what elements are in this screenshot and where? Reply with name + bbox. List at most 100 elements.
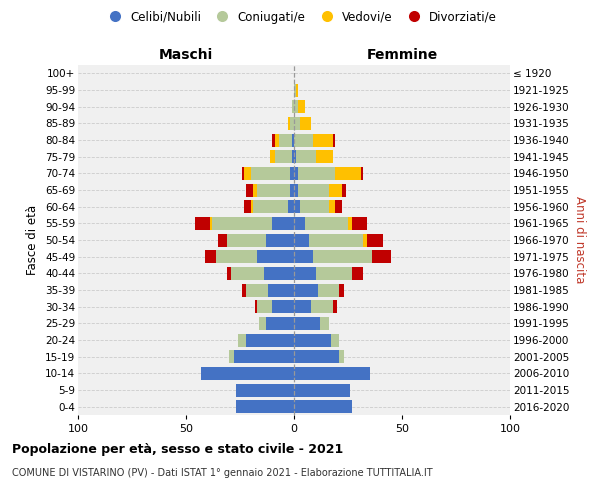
- Bar: [294, 334, 331, 346]
- Bar: [205, 250, 216, 263]
- Bar: [320, 317, 329, 330]
- Bar: [238, 334, 247, 346]
- Bar: [329, 200, 335, 213]
- Bar: [275, 134, 279, 146]
- Bar: [253, 200, 287, 213]
- Bar: [294, 150, 296, 163]
- Bar: [372, 250, 391, 263]
- Bar: [329, 184, 341, 196]
- Bar: [294, 117, 301, 130]
- Bar: [294, 234, 309, 246]
- Bar: [244, 167, 251, 180]
- Bar: [247, 334, 294, 346]
- Bar: [272, 300, 294, 313]
- Bar: [247, 184, 253, 196]
- Bar: [236, 400, 294, 413]
- Bar: [301, 117, 311, 130]
- Bar: [216, 250, 257, 263]
- Bar: [313, 250, 372, 263]
- Bar: [259, 317, 266, 330]
- Bar: [294, 384, 350, 396]
- Bar: [290, 167, 294, 180]
- Bar: [348, 217, 352, 230]
- Bar: [247, 284, 268, 296]
- Bar: [352, 217, 367, 230]
- Bar: [331, 334, 340, 346]
- Bar: [227, 234, 266, 246]
- Bar: [232, 267, 264, 280]
- Bar: [268, 284, 294, 296]
- Bar: [294, 84, 296, 96]
- Y-axis label: Fasce di età: Fasce di età: [26, 205, 40, 275]
- Bar: [227, 267, 232, 280]
- Bar: [251, 200, 253, 213]
- Bar: [313, 134, 333, 146]
- Bar: [255, 300, 257, 313]
- Bar: [244, 200, 251, 213]
- Text: Femmine: Femmine: [367, 48, 437, 62]
- Bar: [294, 300, 311, 313]
- Bar: [294, 367, 370, 380]
- Bar: [335, 167, 361, 180]
- Bar: [298, 167, 335, 180]
- Bar: [367, 234, 383, 246]
- Bar: [290, 184, 294, 196]
- Text: Maschi: Maschi: [159, 48, 213, 62]
- Bar: [294, 284, 318, 296]
- Bar: [292, 134, 294, 146]
- Bar: [257, 250, 294, 263]
- Text: COMUNE DI VISTARINO (PV) - Dati ISTAT 1° gennaio 2021 - Elaborazione TUTTITALIA.: COMUNE DI VISTARINO (PV) - Dati ISTAT 1°…: [12, 468, 433, 477]
- Text: Popolazione per età, sesso e stato civile - 2021: Popolazione per età, sesso e stato civil…: [12, 442, 343, 456]
- Bar: [294, 217, 305, 230]
- Bar: [270, 150, 275, 163]
- Bar: [298, 100, 305, 113]
- Bar: [333, 134, 335, 146]
- Bar: [201, 367, 294, 380]
- Bar: [333, 300, 337, 313]
- Bar: [264, 267, 294, 280]
- Bar: [316, 267, 352, 280]
- Bar: [335, 200, 341, 213]
- Bar: [311, 300, 333, 313]
- Bar: [218, 234, 227, 246]
- Bar: [363, 234, 367, 246]
- Bar: [275, 150, 292, 163]
- Bar: [294, 400, 352, 413]
- Bar: [294, 350, 340, 363]
- Bar: [316, 150, 333, 163]
- Bar: [305, 217, 348, 230]
- Bar: [294, 100, 298, 113]
- Bar: [287, 200, 294, 213]
- Bar: [212, 217, 272, 230]
- Legend: Celibi/Nubili, Coniugati/e, Vedovi/e, Divorziati/e: Celibi/Nubili, Coniugati/e, Vedovi/e, Di…: [98, 6, 502, 28]
- Bar: [301, 200, 329, 213]
- Bar: [279, 134, 292, 146]
- Bar: [287, 117, 290, 130]
- Bar: [242, 167, 244, 180]
- Bar: [266, 317, 294, 330]
- Bar: [294, 267, 316, 280]
- Bar: [340, 350, 344, 363]
- Y-axis label: Anni di nascita: Anni di nascita: [573, 196, 586, 284]
- Bar: [294, 200, 301, 213]
- Bar: [296, 150, 316, 163]
- Bar: [210, 217, 212, 230]
- Bar: [253, 184, 257, 196]
- Bar: [233, 350, 294, 363]
- Bar: [292, 150, 294, 163]
- Bar: [361, 167, 363, 180]
- Bar: [236, 384, 294, 396]
- Bar: [340, 284, 344, 296]
- Bar: [294, 134, 313, 146]
- Bar: [294, 317, 320, 330]
- Bar: [242, 284, 247, 296]
- Bar: [294, 184, 298, 196]
- Bar: [290, 117, 294, 130]
- Bar: [352, 267, 363, 280]
- Bar: [257, 184, 290, 196]
- Bar: [341, 184, 346, 196]
- Bar: [229, 350, 233, 363]
- Bar: [194, 217, 210, 230]
- Bar: [294, 250, 313, 263]
- Bar: [294, 167, 298, 180]
